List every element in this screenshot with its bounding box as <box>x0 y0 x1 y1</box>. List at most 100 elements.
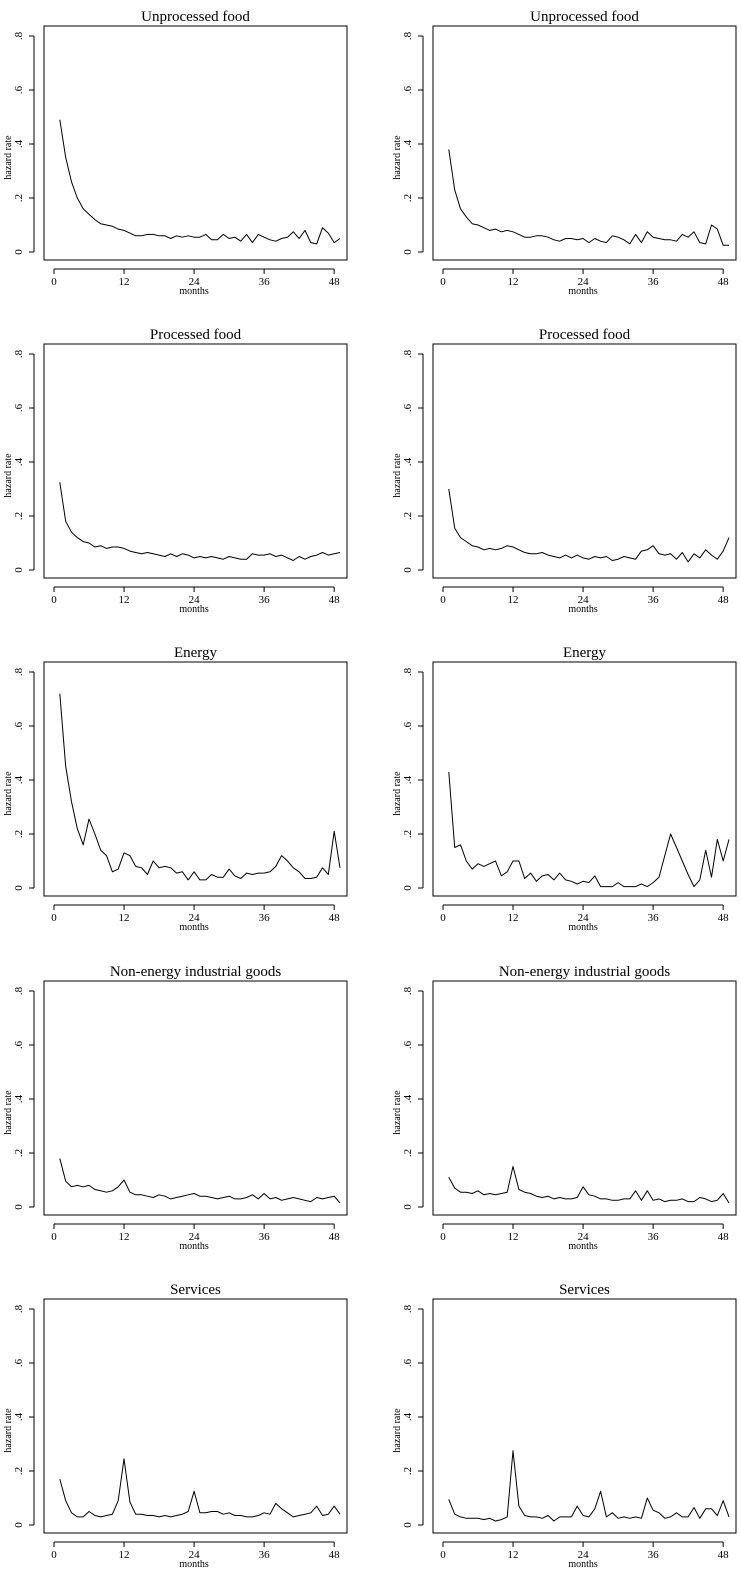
chart-title: Energy <box>563 645 607 661</box>
x-tick-label: 48 <box>329 594 341 606</box>
x-tick-label: 48 <box>718 276 730 288</box>
chart-title: Services <box>559 1282 610 1298</box>
y-tick-label: .6 <box>402 85 414 94</box>
y-tick-label: .8 <box>13 667 25 676</box>
y-tick-label: .8 <box>402 31 414 40</box>
x-axis-label: months <box>179 922 209 933</box>
y-tick-label: .4 <box>13 457 25 466</box>
chart-panel-8: Non-energy industrial goods 0 .2 .4 .6 .8 haza… <box>392 964 737 1252</box>
hazard-rate-line <box>59 119 341 245</box>
x-tick-label: 0 <box>440 594 446 606</box>
x-tick-label: 0 <box>440 1549 446 1561</box>
x-tick-label: 12 <box>508 1231 519 1243</box>
chart-title: Unprocessed food <box>141 9 250 25</box>
y-tick-label: 0 <box>402 885 414 891</box>
hazard-rate-line <box>448 1450 730 1522</box>
y-axis-label: hazard rate <box>392 771 403 816</box>
y-tick-label: .4 <box>13 1412 25 1421</box>
hazard-rate-line <box>448 1166 730 1204</box>
x-axis-label: months <box>179 1559 209 1570</box>
y-tick-label: 0 <box>402 567 414 573</box>
x-tick-label: 12 <box>508 594 519 606</box>
plot-frame <box>432 980 737 1216</box>
y-tick-label: .6 <box>13 1040 25 1049</box>
x-axis-label: months <box>568 922 598 933</box>
x-tick-label: 48 <box>718 594 730 606</box>
x-tick-label: 12 <box>119 1231 130 1243</box>
x-tick-label: 0 <box>440 276 446 288</box>
x-tick-label: 36 <box>648 276 660 288</box>
y-tick-label: .6 <box>402 1040 414 1049</box>
y-axis-label: hazard rate <box>392 1408 403 1453</box>
y-axis-label: hazard rate <box>3 771 14 816</box>
hazard-rate-line <box>59 482 341 561</box>
x-tick-label: 36 <box>259 1231 271 1243</box>
chart-title: Processed food <box>539 327 631 343</box>
x-tick-label: 24 <box>578 594 590 606</box>
chart-panel-4: Processed food 0 .2 .4 .6 .8 hazard rate 0 12 24 3… <box>392 327 737 615</box>
y-tick-label: 0 <box>13 1522 25 1528</box>
y-tick-label: 0 <box>13 249 25 255</box>
y-tick-label: .4 <box>402 1094 414 1103</box>
plot-frame <box>43 343 348 579</box>
chart-panel-10: Services 0 .2 .4 .6 .8 hazard rate 0 12 24 36 48 mon… <box>392 1282 737 1570</box>
y-tick-label: .2 <box>13 1467 25 1475</box>
chart-title: Non-energy industrial goods <box>499 964 671 980</box>
y-axis-label: hazard rate <box>392 453 403 498</box>
x-tick-label: 12 <box>119 276 130 288</box>
chart-title: Services <box>170 1282 221 1298</box>
y-tick-label: .2 <box>13 194 25 202</box>
y-tick-label: .4 <box>13 1094 25 1103</box>
y-tick-label: .8 <box>402 1304 414 1313</box>
x-tick-label: 24 <box>189 276 201 288</box>
y-tick-label: .2 <box>13 830 25 838</box>
x-tick-label: 0 <box>440 912 446 924</box>
y-tick-label: 0 <box>402 249 414 255</box>
x-tick-label: 24 <box>189 594 201 606</box>
chart-panel-1: Unprocessed food 0 .2 .4 .6 .8 hazard rate 0 12 2… <box>3 9 348 297</box>
x-tick-label: 0 <box>440 1231 446 1243</box>
y-tick-label: 0 <box>13 1204 25 1210</box>
x-tick-label: 24 <box>578 1549 590 1561</box>
chart-panel-6: Energy 0 .2 .4 .6 .8 hazard rate 0 12 24 36 48 month… <box>392 645 737 933</box>
y-tick-label: .8 <box>13 1304 25 1313</box>
hazard-rate-line <box>59 1458 341 1518</box>
chart-title: Unprocessed food <box>530 9 639 25</box>
chart-title: Non-energy industrial goods <box>110 964 282 980</box>
plot-frame <box>432 25 737 261</box>
y-tick-label: .2 <box>402 830 414 838</box>
x-axis-label: months <box>568 604 598 615</box>
x-tick-label: 24 <box>578 912 590 924</box>
plot-frame <box>43 1298 348 1534</box>
y-tick-label: .2 <box>13 512 25 520</box>
x-tick-label: 12 <box>508 912 519 924</box>
x-tick-label: 24 <box>189 1549 201 1561</box>
y-tick-label: .4 <box>13 139 25 148</box>
x-tick-label: 48 <box>329 1549 341 1561</box>
y-tick-label: .2 <box>402 1467 414 1475</box>
x-tick-label: 12 <box>508 1549 519 1561</box>
y-tick-label: .4 <box>402 775 414 784</box>
y-axis-label: hazard rate <box>392 1090 403 1135</box>
y-tick-label: 0 <box>13 885 25 891</box>
hazard-rate-line <box>448 149 729 246</box>
y-tick-label: 0 <box>402 1522 414 1528</box>
hazard-rate-line <box>59 693 341 881</box>
y-tick-label: .8 <box>13 349 25 358</box>
x-tick-label: 48 <box>718 1549 730 1561</box>
x-tick-label: 36 <box>648 1231 660 1243</box>
chart-title: Processed food <box>150 327 242 343</box>
x-tick-label: 48 <box>329 1231 341 1243</box>
x-tick-label: 48 <box>718 912 730 924</box>
y-tick-label: .4 <box>402 1412 414 1421</box>
plot-frame <box>432 1298 737 1534</box>
x-tick-label: 12 <box>119 1549 130 1561</box>
x-tick-label: 24 <box>578 276 590 288</box>
y-tick-label: .2 <box>402 512 414 520</box>
x-tick-label: 48 <box>329 276 341 288</box>
x-tick-label: 36 <box>648 1549 660 1561</box>
x-axis-label: months <box>179 604 209 615</box>
x-tick-label: 36 <box>259 912 271 924</box>
plot-frame <box>432 661 737 897</box>
y-tick-label: .2 <box>402 1149 414 1157</box>
